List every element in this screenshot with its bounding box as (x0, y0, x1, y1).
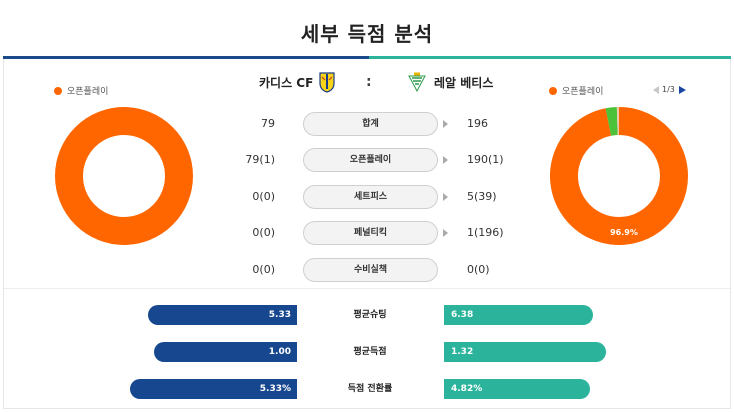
home-accent-line (3, 56, 369, 59)
header: 세부 득점 분석 (0, 0, 734, 58)
open-play-dot-icon (549, 86, 557, 95)
away-team-name: 레알 베티스 (434, 75, 494, 90)
stat-category-button[interactable]: 세트피스 (303, 185, 438, 209)
next-page-icon[interactable] (678, 85, 686, 94)
away-legend-label: 오픈플레이 (562, 87, 604, 97)
home-comparison-bar: 5.33% (130, 379, 297, 399)
away-comparison-bar: 6.38 (444, 305, 593, 325)
expand-arrow-icon[interactable] (443, 193, 448, 201)
page-indicator: 1/3 (662, 85, 675, 94)
stat-category-button[interactable]: 수비실책 (303, 258, 438, 282)
home-stat-value: 79 (261, 117, 275, 130)
home-goal-type-donut (55, 107, 193, 245)
page-title: 세부 득점 분석 (300, 22, 434, 46)
home-donut-slice (55, 107, 193, 245)
stat-row: 0(0) 수비실책 0(0) (240, 258, 500, 282)
comparison-row: 5.33% 득점 전환률 4.82% (0, 379, 734, 399)
home-legend: 오픈플레이 (54, 84, 108, 97)
home-stat-value: 0(0) (252, 226, 275, 239)
away-goal-type-donut: 96.9% (550, 107, 688, 245)
away-comparison-bar: 4.82% (444, 379, 590, 399)
comparison-label: 득점 전환률 (347, 384, 393, 394)
stat-row: 79(1) 오픈플레이 190(1) (240, 148, 504, 172)
away-stat-value: 190(1) (467, 153, 504, 166)
home-team[interactable]: 카디스 CF (259, 71, 336, 93)
home-legend-label: 오픈플레이 (67, 87, 109, 97)
section-divider (4, 288, 730, 289)
home-comparison-bar: 5.33 (148, 305, 297, 325)
away-stat-value: 1(196) (467, 226, 504, 239)
away-legend: 오픈플레이 (549, 84, 603, 97)
stat-category-button[interactable]: 오픈플레이 (303, 148, 438, 172)
betis-crest-icon (408, 72, 426, 92)
comparison-panel (4, 289, 730, 408)
comparison-label: 평균득점 (353, 347, 387, 357)
away-donut-percent-label: 96.9% (610, 228, 638, 237)
prev-page-icon[interactable] (653, 85, 659, 94)
home-comparison-bar: 1.00 (154, 342, 297, 362)
stat-category-button[interactable]: 페널티킥 (303, 221, 438, 245)
away-donut-slice (605, 107, 618, 136)
away-stat-value: 5(39) (467, 190, 497, 203)
stat-row: 79 합계 196 (240, 112, 500, 136)
away-stat-value: 0(0) (467, 263, 490, 276)
expand-arrow-icon[interactable] (443, 120, 448, 128)
home-stat-value: 79(1) (245, 153, 275, 166)
team-separator: : (366, 74, 372, 90)
expand-arrow-icon[interactable] (443, 156, 448, 164)
stat-row: 0(0) 세트피스 5(39) (240, 185, 500, 209)
cadiz-crest-icon (319, 72, 335, 93)
away-stat-value: 196 (467, 117, 488, 130)
stat-category-button[interactable]: 합계 (303, 112, 438, 136)
home-stat-value: 0(0) (252, 190, 275, 203)
away-team[interactable]: 레알 베티스 (406, 72, 493, 92)
pager: 1/3 (653, 85, 686, 94)
expand-arrow-icon[interactable] (443, 229, 448, 237)
away-comparison-bar: 1.32 (444, 342, 606, 362)
comparison-row: 1.00 평균득점 1.32 (0, 342, 734, 362)
home-team-name: 카디스 CF (259, 75, 314, 90)
stat-row: 0(0) 페널티킥 1(196) (240, 221, 504, 245)
home-stat-value: 0(0) (252, 263, 275, 276)
comparison-row: 5.33 평균슈팅 6.38 (0, 305, 734, 325)
comparison-label: 평균슈팅 (353, 310, 387, 320)
away-accent-line (369, 56, 731, 59)
away-donut-slice (550, 107, 688, 245)
open-play-dot-icon (54, 86, 62, 95)
